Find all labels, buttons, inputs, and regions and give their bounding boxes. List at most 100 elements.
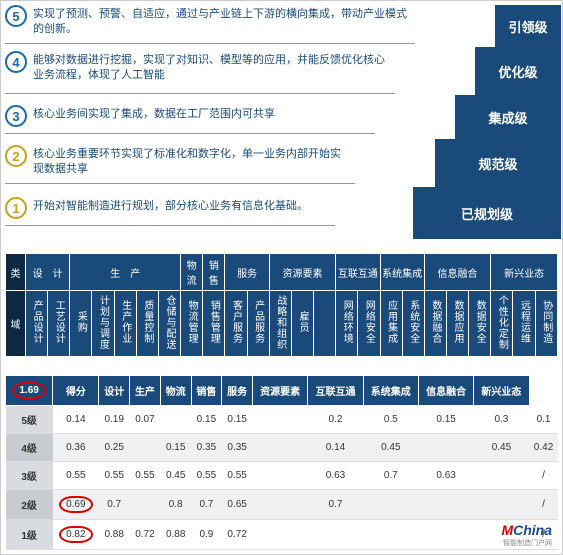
score-cell: 0.72 <box>130 520 161 550</box>
score-header: 新兴业态 <box>474 376 529 406</box>
domain-item: 质量控制 <box>136 291 158 357</box>
domain-item: 工艺设计 <box>48 291 70 357</box>
domain-group-header: 信息融合 <box>424 254 490 291</box>
domain-group-header: 系统集成 <box>380 254 424 291</box>
stair-description: 核心业务间实现了集成，数据在工厂范围内可共享 <box>33 105 373 122</box>
domain-item: 采购 <box>70 291 92 357</box>
score-cell: 0.7 <box>308 490 363 520</box>
domain-item: 远程运维 <box>513 291 535 357</box>
domain-item: 数据融合 <box>424 291 446 357</box>
score-cell <box>418 490 473 520</box>
stair-number: 1 <box>5 197 27 219</box>
score-cell: 0.7 <box>363 462 418 490</box>
score-header: 生产 <box>130 376 161 406</box>
stair-label-box: 规范级 <box>435 139 561 187</box>
score-cell: / <box>529 462 558 490</box>
score-header: 物流 <box>160 376 191 406</box>
domain-item: 产品服务 <box>247 291 269 357</box>
score-cell: 0.42 <box>529 434 558 462</box>
score-cell: 0.8 <box>160 490 191 520</box>
score-cell: 0.55 <box>222 462 253 490</box>
domain-group-header: 服务 <box>225 254 269 291</box>
score-table: 1.69得分设计生产物流销售服务资源要素互联互通系统集成信息融合新兴业态5级0.… <box>5 375 558 550</box>
score-cell: 0.45 <box>363 434 418 462</box>
stair-divider <box>5 133 375 134</box>
score-cell: 0.35 <box>191 434 222 462</box>
stair-number: 3 <box>5 105 27 127</box>
score-cell <box>130 434 161 462</box>
score-cell <box>253 462 308 490</box>
score-cell: 0.88 <box>99 520 130 550</box>
domain-item: 生产作业 <box>114 291 136 357</box>
domain-item: 应用集成 <box>380 291 402 357</box>
stair-divider <box>5 93 395 94</box>
stair-label-box: 集成级 <box>455 95 561 139</box>
domain-item: 协同制造 <box>535 291 557 357</box>
score-cell: 0.15 <box>191 406 222 434</box>
domain-table: 类设 计生 产物流销售服务资源要素互联互通系统集成信息融合新兴业态域产品设计工艺… <box>5 253 558 357</box>
score-cell <box>363 520 418 550</box>
domain-item: 系统安全 <box>402 291 424 357</box>
score-header: 设计 <box>99 376 130 406</box>
score-corner: 1.69 <box>6 376 53 406</box>
score-cell: 0.55 <box>191 462 222 490</box>
domain-group-header: 资源要素 <box>269 254 335 291</box>
score-cell: 0.35 <box>222 434 253 462</box>
score-header: 系统集成 <box>363 376 418 406</box>
score-cell: 0.82 <box>53 520 99 550</box>
domain-item: 客户服务 <box>225 291 247 357</box>
score-cell: 0.15 <box>418 406 473 434</box>
score-header: 信息融合 <box>418 376 473 406</box>
score-row-label: 4级 <box>6 434 53 462</box>
domain-group-header: 新兴业态 <box>491 254 558 291</box>
stair-number: 4 <box>5 51 27 73</box>
score-cell: 0.55 <box>130 462 161 490</box>
score-cell <box>160 406 191 434</box>
stair-divider <box>5 225 335 226</box>
score-cell: / <box>529 490 558 520</box>
domain-group-header: 设 计 <box>26 254 70 291</box>
watermark-logo: MChina 智能制造门户网 <box>501 522 552 548</box>
stair-description: 实现了预测、预警、自适应，通过与产业链上下游的横向集成，带动产业模式的创新。 <box>33 5 413 38</box>
score-row-label: 5级 <box>6 406 53 434</box>
score-cell <box>130 490 161 520</box>
domain-group-header: 销售 <box>203 254 225 291</box>
score-cell <box>253 434 308 462</box>
stair-divider <box>5 43 415 44</box>
score-cell: 0.9 <box>191 520 222 550</box>
score-cell <box>418 434 473 462</box>
domain-group-header: 生 产 <box>70 254 181 291</box>
score-cell: 0.07 <box>130 406 161 434</box>
score-header: 资源要素 <box>253 376 308 406</box>
score-cell: 0.15 <box>160 434 191 462</box>
score-cell: 0.45 <box>160 462 191 490</box>
score-cell: 0.14 <box>308 434 363 462</box>
score-row-label: 3级 <box>6 462 53 490</box>
score-cell <box>253 520 308 550</box>
score-cell: 0.15 <box>222 406 253 434</box>
stair-label-box: 已规划级 <box>413 187 561 239</box>
score-cell: 0.1 <box>529 406 558 434</box>
score-header: 互联互通 <box>308 376 363 406</box>
score-cell <box>253 406 308 434</box>
score-cell: 0.36 <box>53 434 99 462</box>
score-row-label: 1级 <box>6 520 53 550</box>
domain-item: 销售管理 <box>203 291 225 357</box>
score-cell: 0.2 <box>308 406 363 434</box>
stair-label-box: 优化级 <box>475 47 561 95</box>
score-cell <box>418 520 473 550</box>
score-cell: 0.5 <box>363 406 418 434</box>
score-cell: 0.55 <box>53 462 99 490</box>
score-cell <box>253 490 308 520</box>
score-row-label: 2级 <box>6 490 53 520</box>
score-section: 1.69得分设计生产物流销售服务资源要素互联互通系统集成信息融合新兴业态5级0.… <box>5 375 558 550</box>
watermark-c: China <box>513 522 552 538</box>
domain-item: 网络安全 <box>358 291 380 357</box>
score-cell <box>474 462 529 490</box>
domain-group-header: 互联互通 <box>336 254 380 291</box>
domain-item: 网络环境 <box>336 291 358 357</box>
score-cell: 0.63 <box>418 462 473 490</box>
score-header: 服务 <box>222 376 253 406</box>
score-cell <box>363 490 418 520</box>
score-cell <box>308 520 363 550</box>
